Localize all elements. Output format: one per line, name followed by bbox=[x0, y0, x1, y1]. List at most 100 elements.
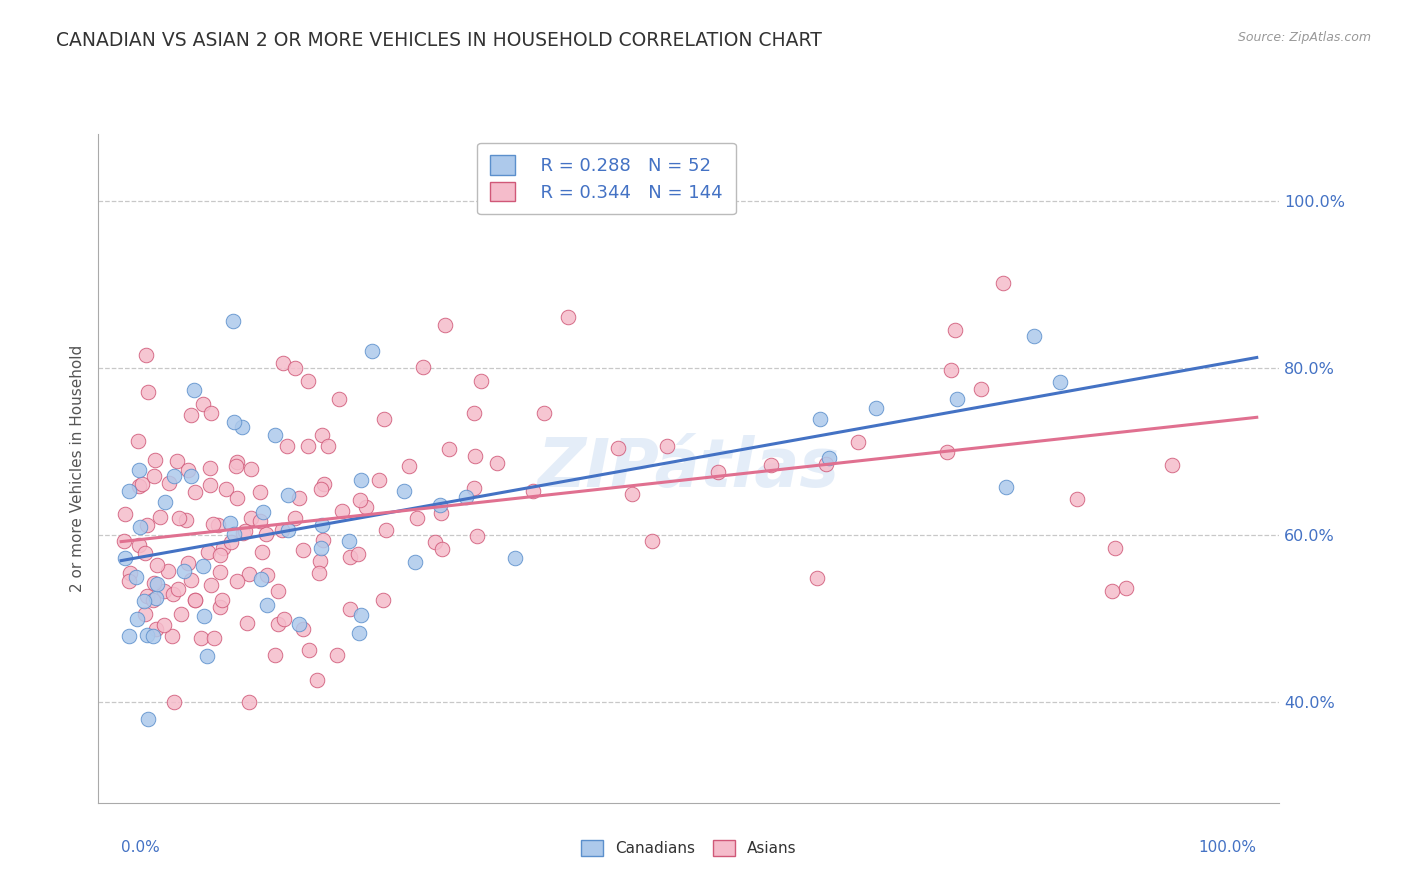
Point bbox=[218, 516, 240, 530]
Point bbox=[814, 457, 837, 471]
Text: CANADIAN VS ASIAN 2 OR MORE VEHICLES IN HOUSEHOLD CORRELATION CHART: CANADIAN VS ASIAN 2 OR MORE VEHICLES IN … bbox=[56, 31, 823, 50]
Point bbox=[437, 442, 460, 456]
Point bbox=[641, 534, 664, 549]
Point bbox=[184, 484, 207, 499]
Point bbox=[309, 541, 332, 555]
Point bbox=[806, 571, 828, 585]
Point bbox=[250, 572, 273, 586]
Point bbox=[208, 548, 231, 562]
Point bbox=[146, 577, 169, 591]
Point bbox=[225, 455, 247, 469]
Point bbox=[297, 375, 319, 389]
Point bbox=[179, 469, 201, 483]
Point bbox=[621, 487, 644, 501]
Point bbox=[215, 483, 238, 497]
Point bbox=[118, 574, 141, 588]
Text: 100.0%: 100.0% bbox=[1199, 840, 1257, 855]
Point bbox=[200, 578, 222, 592]
Point bbox=[136, 712, 159, 726]
Point bbox=[145, 558, 167, 573]
Point bbox=[166, 453, 188, 467]
Y-axis label: 2 or more Vehicles in Household: 2 or more Vehicles in Household bbox=[69, 344, 84, 592]
Point bbox=[1066, 492, 1088, 507]
Point bbox=[339, 602, 361, 616]
Point bbox=[256, 568, 278, 582]
Point bbox=[332, 504, 354, 518]
Point bbox=[311, 428, 333, 442]
Point bbox=[112, 534, 135, 549]
Point bbox=[219, 535, 242, 549]
Point bbox=[225, 459, 247, 474]
Point bbox=[463, 406, 485, 420]
Point bbox=[406, 511, 429, 525]
Point bbox=[252, 545, 274, 559]
Point bbox=[180, 408, 202, 422]
Point bbox=[232, 525, 254, 540]
Point bbox=[145, 623, 167, 637]
Point bbox=[936, 444, 959, 458]
Point bbox=[1101, 584, 1123, 599]
Point bbox=[430, 541, 453, 556]
Point bbox=[271, 523, 294, 537]
Point bbox=[198, 460, 221, 475]
Point bbox=[347, 547, 370, 561]
Point bbox=[211, 593, 233, 607]
Point bbox=[195, 648, 218, 663]
Point bbox=[430, 506, 453, 520]
Point bbox=[454, 491, 477, 505]
Point bbox=[350, 473, 373, 487]
Point bbox=[298, 643, 321, 657]
Point bbox=[134, 545, 156, 559]
Point bbox=[212, 541, 235, 555]
Point bbox=[162, 587, 184, 601]
Point bbox=[191, 559, 214, 574]
Point bbox=[943, 323, 966, 337]
Point bbox=[606, 441, 628, 455]
Point bbox=[655, 439, 678, 453]
Point bbox=[292, 622, 315, 636]
Point bbox=[143, 575, 166, 590]
Point bbox=[316, 439, 339, 453]
Point bbox=[392, 484, 415, 499]
Point bbox=[312, 533, 335, 547]
Point bbox=[114, 508, 136, 522]
Point bbox=[865, 401, 887, 415]
Point bbox=[153, 495, 176, 509]
Point bbox=[240, 511, 263, 525]
Point bbox=[191, 396, 214, 410]
Point bbox=[288, 491, 311, 505]
Point bbox=[759, 458, 782, 473]
Point bbox=[184, 592, 207, 607]
Point bbox=[125, 570, 148, 584]
Point bbox=[463, 481, 485, 495]
Point bbox=[284, 511, 307, 525]
Point bbox=[174, 513, 197, 527]
Point bbox=[249, 484, 271, 499]
Point bbox=[309, 482, 332, 496]
Point bbox=[271, 356, 294, 370]
Point bbox=[129, 520, 152, 534]
Point bbox=[238, 696, 260, 710]
Point bbox=[291, 542, 314, 557]
Point bbox=[142, 469, 165, 483]
Point bbox=[374, 523, 396, 537]
Point bbox=[221, 314, 243, 328]
Legend: Canadians, Asians: Canadians, Asians bbox=[575, 834, 803, 862]
Point bbox=[134, 607, 156, 621]
Point bbox=[995, 480, 1018, 494]
Point bbox=[267, 617, 290, 632]
Point bbox=[202, 632, 225, 646]
Point bbox=[276, 439, 298, 453]
Point bbox=[153, 618, 176, 632]
Point bbox=[163, 696, 186, 710]
Point bbox=[1104, 541, 1126, 555]
Point bbox=[142, 629, 165, 643]
Point bbox=[848, 435, 870, 450]
Point bbox=[128, 478, 150, 492]
Point bbox=[465, 529, 488, 543]
Point bbox=[946, 392, 969, 407]
Point bbox=[145, 591, 167, 606]
Point bbox=[190, 632, 212, 646]
Point bbox=[404, 555, 426, 569]
Point bbox=[308, 566, 330, 581]
